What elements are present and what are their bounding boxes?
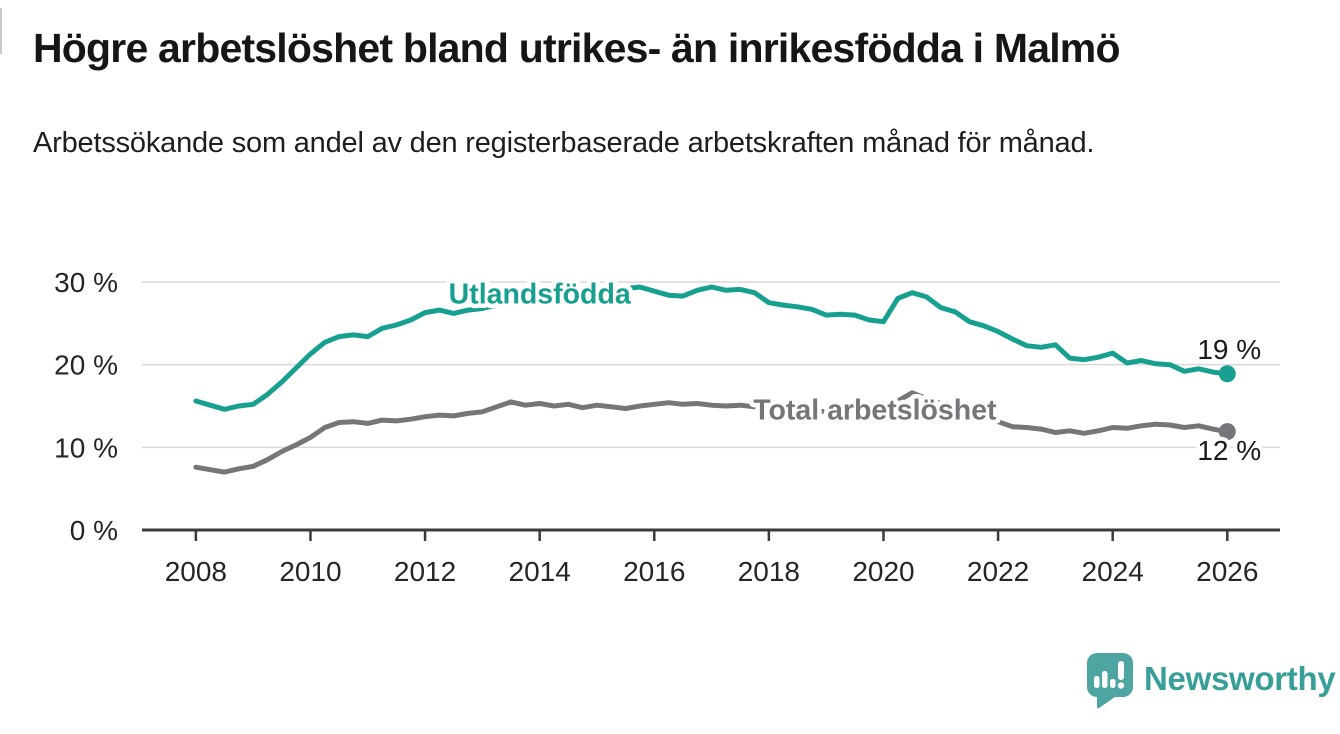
x-tick-label-2026: 2026 [1196,556,1258,587]
x-tick-label-2024: 2024 [1082,556,1144,587]
series-end-dot-0 [1218,365,1236,383]
y-tick-label-0: 0 % [70,515,118,546]
y-tick-label-30: 30 % [54,267,118,298]
x-tick-label-2020: 2020 [852,556,914,587]
page-subtitle: Arbetssökande som andel av den registerb… [33,127,1095,159]
series-end-dot-1 [1218,423,1236,441]
series-end-label-0: 19 % [1197,334,1261,365]
logo-bubble-shape [1087,653,1133,709]
x-tick-label-2010: 2010 [279,556,341,587]
x-tick-label-2022: 2022 [967,556,1029,587]
x-tick-label-2018: 2018 [738,556,800,587]
page-title: Högre arbetslöshet bland utrikes- än inr… [33,25,1120,71]
x-tick-label-2016: 2016 [623,556,685,587]
newsworthy-logo-icon [1087,653,1133,709]
logo-bar-1 [1094,676,1100,688]
series-label-1: Total arbetslöshet [753,394,997,426]
series-label-0: Utlandsfödda [449,279,632,311]
logo-bar-3 [1110,679,1116,688]
x-tick-label-2008: 2008 [165,556,227,587]
series-line-1 [193,390,1230,475]
logo-exclamation-dot [1117,682,1125,689]
x-tick-label-2014: 2014 [509,556,571,587]
logo-exclamation-bar [1118,661,1124,680]
edge-artifact [0,8,2,54]
y-tick-label-10: 10 % [54,432,118,463]
series-line-0 [193,284,1230,412]
x-tick-label-2012: 2012 [394,556,456,587]
y-tick-label-20: 20 % [54,350,118,381]
logo-bar-2 [1102,671,1108,688]
newsworthy-logo-text: Newsworthy [1144,660,1336,697]
series-end-label-1: 12 % [1197,435,1261,466]
newsworthy-logo: Newsworthy [1085,652,1336,709]
